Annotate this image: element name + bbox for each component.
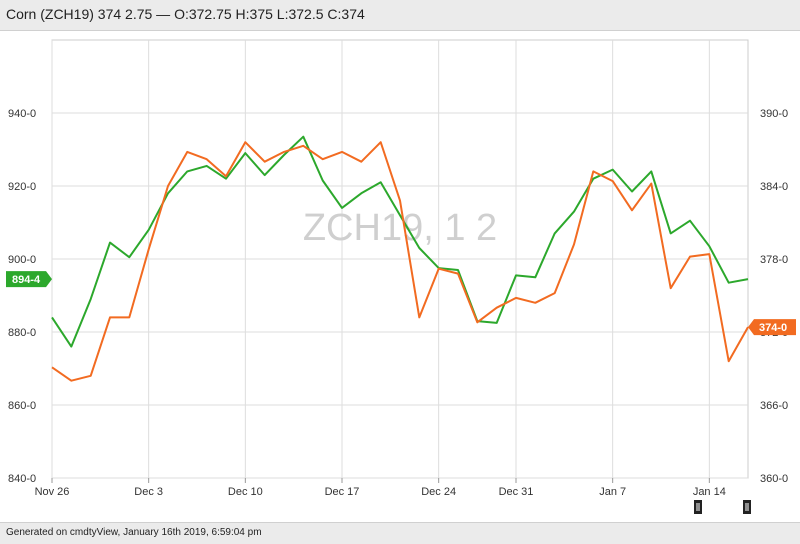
chart-title: Corn (ZCH19) 374 2.75 — O:372.75 H:375 L… [6, 6, 365, 22]
series-line-left [51, 135, 749, 348]
y-left-tick-label: 860-0 [8, 400, 36, 412]
y-right-tick-label: 384-0 [760, 181, 788, 193]
y-left-tick-label: 940-0 [8, 108, 36, 120]
chart-header: Corn (ZCH19) 374 2.75 — O:372.75 H:375 L… [0, 0, 800, 31]
x-tick-label: Dec 24 [421, 486, 456, 498]
y-right-tick-label: 360-0 [760, 473, 788, 485]
generated-timestamp: Generated on cmdtyView, January 16th 201… [6, 527, 262, 538]
last-value-label-right: 374-0 [759, 322, 787, 334]
scroll-handle-right[interactable] [743, 500, 751, 514]
last-value-badge-left [6, 271, 52, 288]
last-value-badge-right [748, 319, 796, 336]
series-line-right [51, 141, 749, 382]
y-left-tick-label: 920-0 [8, 181, 36, 193]
x-tick-label: Jan 7 [599, 486, 626, 498]
x-tick-label: Dec 10 [228, 486, 263, 498]
x-tick-label: Jan 14 [693, 486, 726, 498]
chart-area[interactable]: 840-0 860-0 880-0 900-0 920-0 940-0 360-0 366-0… [0, 30, 800, 522]
x-tick-label: Dec 17 [325, 486, 360, 498]
y-left-tick-label: 900-0 [8, 254, 36, 266]
y-left-tick-label: 840-0 [8, 473, 36, 485]
y-left-tick-label: 880-0 [8, 327, 36, 339]
y-right-tick-label: 378-0 [760, 254, 788, 266]
y-right-tick-label: 366-0 [760, 400, 788, 412]
last-value-label-left: 894-4 [12, 274, 41, 286]
y-right-tick-label: 390-0 [760, 108, 788, 120]
chart-footer: Generated on cmdtyView, January 16th 201… [0, 522, 800, 544]
x-tick-label: Dec 31 [499, 486, 534, 498]
x-tick-label: Dec 3 [134, 486, 163, 498]
price-chart[interactable]: 840-0 860-0 880-0 900-0 920-0 940-0 360-0 366-0… [0, 30, 800, 522]
scroll-handle-left[interactable] [694, 500, 702, 514]
x-tick-label: Nov 26 [35, 486, 70, 498]
